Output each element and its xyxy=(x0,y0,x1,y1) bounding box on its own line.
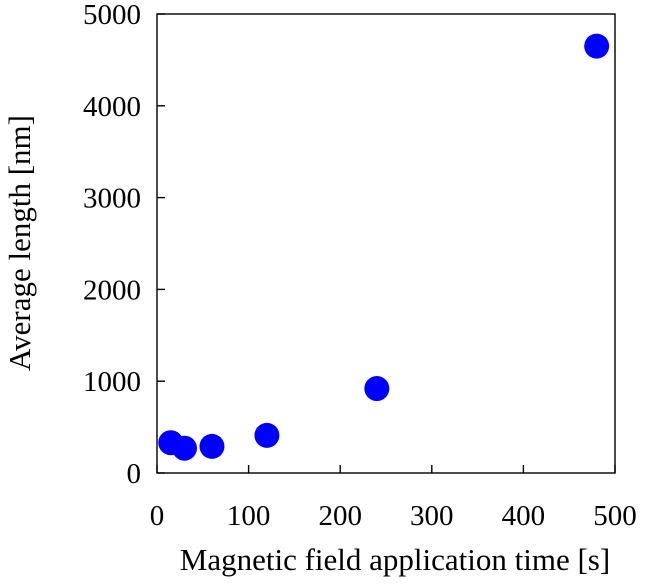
y-tick-label: 2000 xyxy=(83,274,141,306)
y-axis-title: Average length [nm] xyxy=(2,115,37,371)
y-tick-label: 0 xyxy=(127,458,142,490)
data-point xyxy=(254,422,280,448)
x-tick-label: 300 xyxy=(410,500,454,532)
data-point xyxy=(584,33,610,59)
x-tick-label: 200 xyxy=(318,500,362,532)
x-axis-title: Magnetic field application time [s] xyxy=(180,542,610,577)
data-point xyxy=(171,435,197,461)
y-tick-label: 4000 xyxy=(83,91,141,123)
x-tick-label: 100 xyxy=(227,500,271,532)
plot-frame xyxy=(156,13,616,474)
data-point xyxy=(364,376,390,402)
x-tick-label: 500 xyxy=(593,500,637,532)
y-tick-label: 5000 xyxy=(83,0,141,31)
x-tick-label: 0 xyxy=(150,500,165,532)
y-tick-label: 3000 xyxy=(83,183,141,215)
x-tick-label: 400 xyxy=(502,500,546,532)
y-tick-label: 1000 xyxy=(83,366,141,398)
data-point xyxy=(199,433,225,459)
